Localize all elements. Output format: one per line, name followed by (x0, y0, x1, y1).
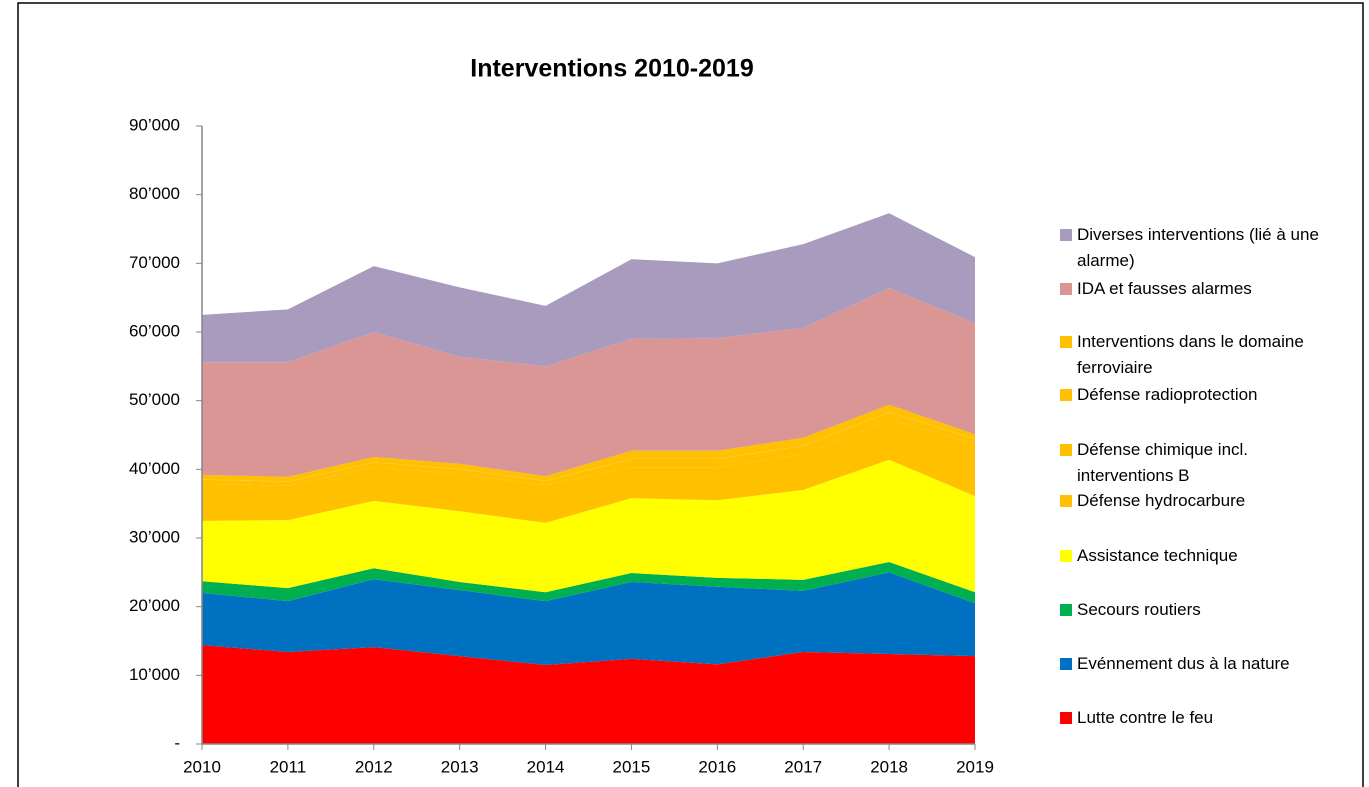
legend-label: Lutte contre le feu (1077, 708, 1214, 727)
legend-label: Assistance technique (1077, 546, 1238, 565)
y-tick-label: 50’000 (129, 390, 180, 409)
legend-entry: Défense radioprotection (1060, 382, 1345, 408)
area (202, 562, 975, 604)
legend-swatch (1060, 389, 1072, 401)
legend-entry: Evénnement dus à la nature (1060, 651, 1345, 677)
area (202, 404, 975, 482)
y-tick-label: 10’000 (129, 665, 180, 684)
x-tick-label: 2010 (183, 757, 221, 776)
legend-swatch (1060, 336, 1072, 348)
legend-swatch (1060, 495, 1072, 507)
legend-label: IDA et fausses alarmes (1077, 279, 1252, 298)
legend-entry: Diverses interventions (lié à une alarme… (1060, 222, 1345, 274)
y-tick-label: 30’000 (129, 527, 180, 546)
x-tick-label: 2015 (613, 757, 651, 776)
legend-swatch (1060, 604, 1072, 616)
y-tick-label: 70’000 (129, 253, 180, 272)
legend-swatch (1060, 283, 1072, 295)
legend-swatch (1060, 444, 1072, 456)
legend-label: Interventions dans le domaine ferroviair… (1077, 332, 1304, 377)
legend-entry: Secours routiers (1060, 597, 1345, 623)
legend-entry: Lutte contre le feu (1060, 705, 1345, 731)
legend-label: Défense chimique incl. interventions B (1077, 440, 1249, 485)
legend-swatch (1060, 229, 1072, 241)
legend-label: Evénnement dus à la nature (1077, 654, 1290, 673)
legend-label: Défense hydrocarbure (1077, 491, 1246, 510)
chart-title: Interventions 2010-2019 (470, 55, 753, 83)
x-tick-label: 2017 (784, 757, 822, 776)
legend-entry: Défense chimique incl. interventions B (1060, 437, 1345, 489)
legend-swatch (1060, 712, 1072, 724)
area (202, 572, 975, 666)
area (202, 412, 975, 486)
legend-label: Défense radioprotection (1077, 385, 1258, 404)
area (202, 645, 975, 744)
y-tick-label: - (174, 733, 180, 752)
area (202, 213, 975, 367)
legend-entry: IDA et fausses alarmes (1060, 276, 1345, 302)
legend-label: Secours routiers (1077, 600, 1201, 619)
x-tick-label: 2018 (870, 757, 908, 776)
legend-entry: Assistance technique (1060, 543, 1345, 569)
y-tick-label: 40’000 (129, 459, 180, 478)
y-tick-label: 80’000 (129, 184, 180, 203)
legend-entry: Défense hydrocarbure (1060, 488, 1345, 514)
y-tick-label: 90’000 (129, 115, 180, 134)
x-tick-label: 2019 (956, 757, 994, 776)
x-tick-label: 2016 (698, 757, 736, 776)
legend-entry: Interventions dans le domaine ferroviair… (1060, 329, 1345, 381)
area (202, 288, 975, 477)
chart-frame (17, 2, 1364, 787)
x-tick-label: 2014 (527, 757, 565, 776)
area (202, 459, 975, 593)
legend-swatch (1060, 658, 1072, 670)
y-tick-label: 20’000 (129, 596, 180, 615)
x-tick-label: 2013 (441, 757, 479, 776)
y-tick-label: 60’000 (129, 321, 180, 340)
legend-label: Diverses interventions (lié à une alarme… (1077, 225, 1319, 270)
area (202, 419, 975, 523)
x-tick-label: 2012 (355, 757, 393, 776)
x-tick-label: 2011 (270, 757, 307, 776)
legend-swatch (1060, 550, 1072, 562)
